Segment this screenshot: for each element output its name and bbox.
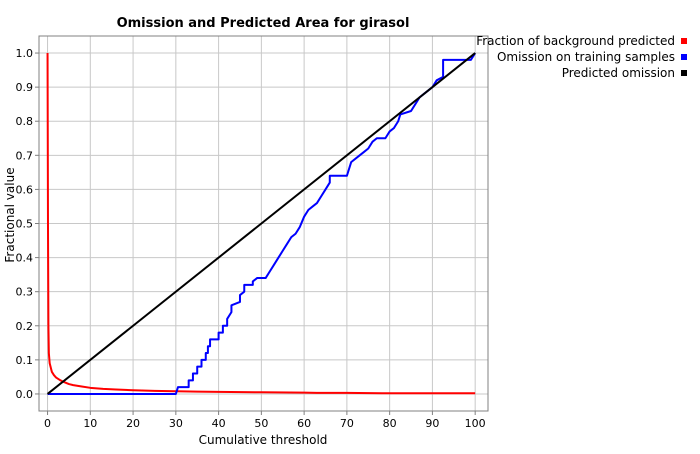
chart-title: Omission and Predicted Area for girasol xyxy=(117,16,410,31)
fraction-background-predicted-line xyxy=(46,53,476,395)
x-tick-label: 10 xyxy=(83,417,97,430)
omission-training-samples-line xyxy=(47,52,477,395)
y-tick-label: 0.1 xyxy=(16,354,34,367)
x-tick-label: 80 xyxy=(383,417,397,430)
x-tick-label: 70 xyxy=(340,417,354,430)
x-tick-label: 0 xyxy=(44,417,51,430)
x-tick-label: 30 xyxy=(169,417,183,430)
legend-swatch xyxy=(681,70,687,76)
x-tick-label: 40 xyxy=(212,417,226,430)
x-axis-label: Cumulative threshold xyxy=(199,433,328,447)
x-tick-label: 90 xyxy=(425,417,439,430)
y-tick-label: 0.6 xyxy=(16,183,34,196)
x-tick-label: 20 xyxy=(126,417,140,430)
y-tick-label: 0.2 xyxy=(16,320,34,333)
legend-swatch xyxy=(681,54,687,60)
legend-label: Predicted omission xyxy=(562,66,675,80)
legend-swatch xyxy=(681,38,687,44)
x-tick-label: 50 xyxy=(254,417,268,430)
x-tick-label: 100 xyxy=(465,417,486,430)
legend-label: Omission on training samples xyxy=(497,50,675,64)
y-tick-label: 0.0 xyxy=(16,388,34,401)
plot-layer: 0 10 20 30 40 50 60 70 80 90 100 0.0 0.1 0.2 0.3 0.4 0.5… xyxy=(16,35,489,430)
y-tick-label: 0.9 xyxy=(16,81,34,94)
legend: Fraction of background predicted Omission… xyxy=(476,34,687,80)
y-tick-label: 0.5 xyxy=(16,218,34,231)
y-tick-label: 1.0 xyxy=(16,47,34,60)
y-tick-label: 0.3 xyxy=(16,286,34,299)
y-tick-label: 0.7 xyxy=(16,149,34,162)
y-tick-label: 0.8 xyxy=(16,115,34,128)
y-axis-label: Fractional value xyxy=(3,167,17,262)
y-tick-label: 0.4 xyxy=(16,252,34,265)
x-tick-label: 60 xyxy=(297,417,311,430)
predicted-omission-line xyxy=(46,52,476,395)
legend-label: Fraction of background predicted xyxy=(476,34,675,48)
